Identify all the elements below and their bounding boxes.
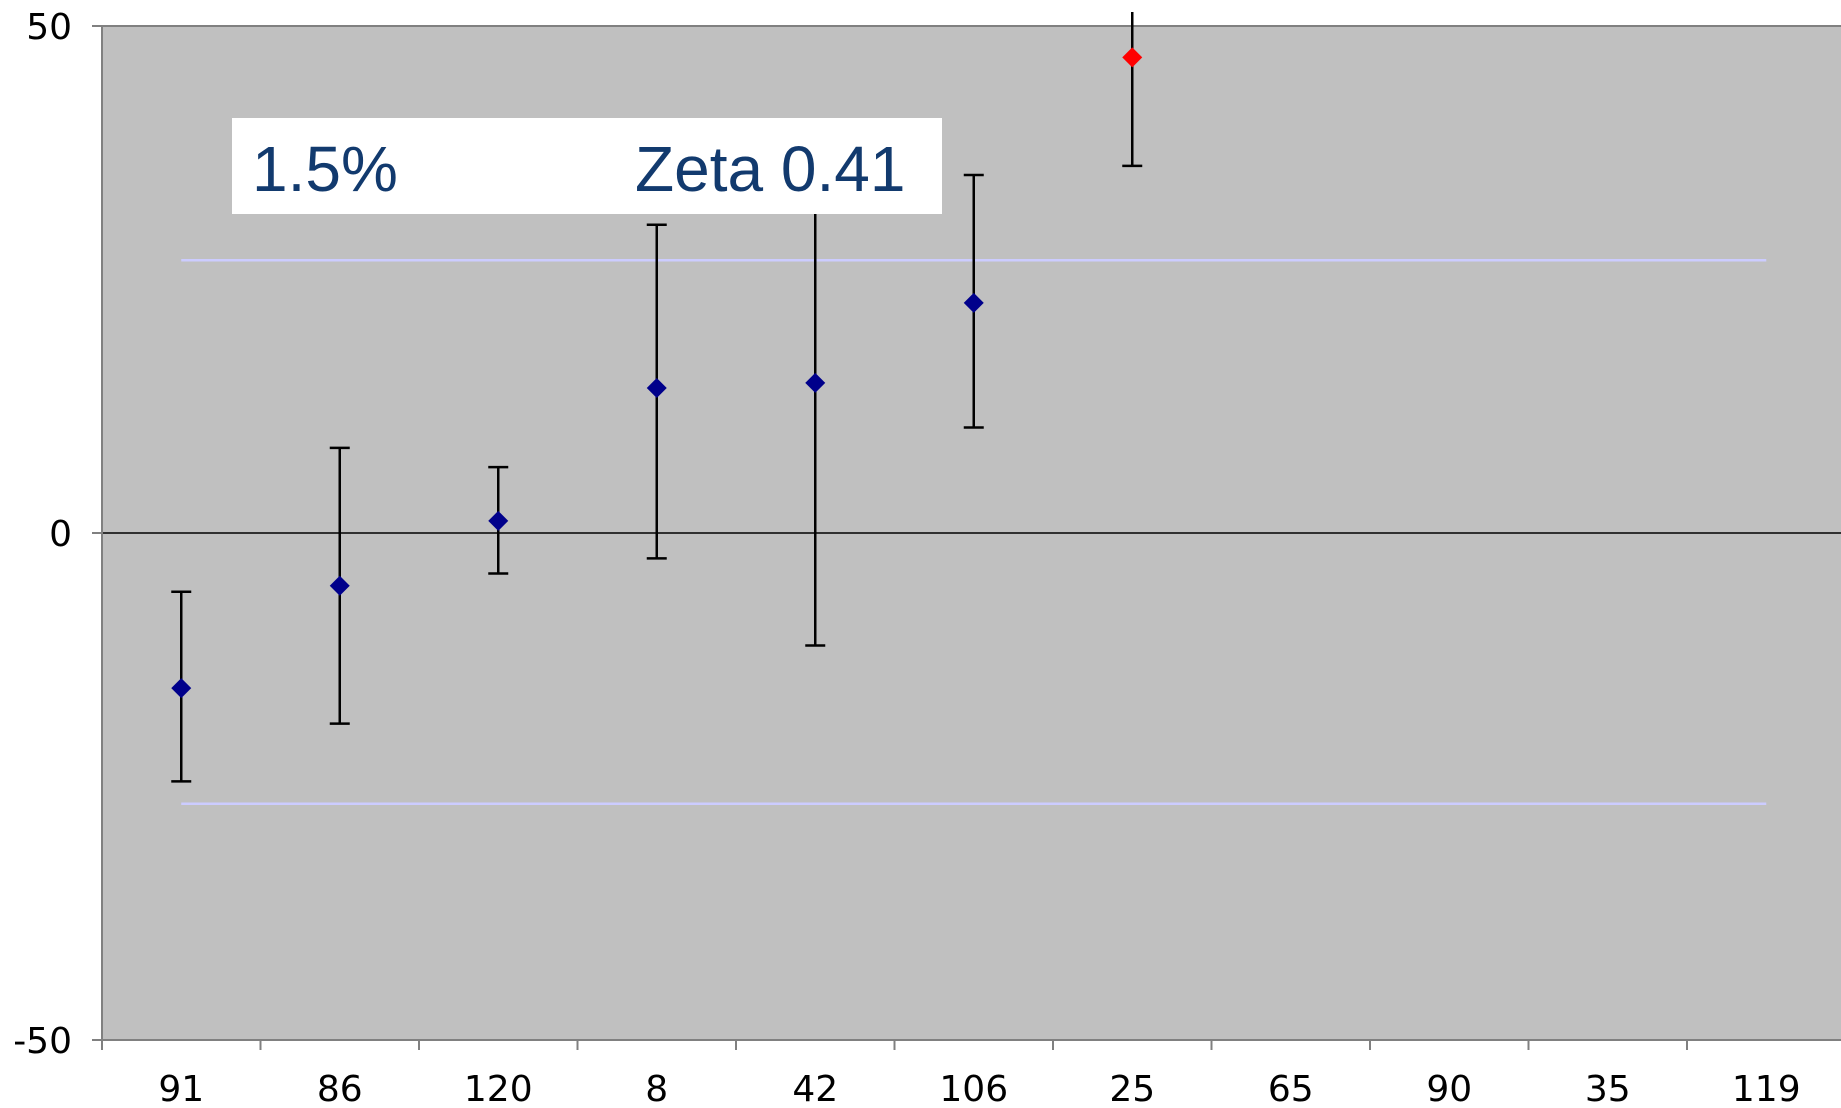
x-tick-label: 90 — [1426, 1069, 1472, 1108]
x-tick-label: 106 — [939, 1069, 1008, 1108]
x-axis-ticks: 91 86 120 8 42 106 25 65 90 35 119 — [101, 1040, 1801, 1108]
annotation-right-text: Zeta 0.41 — [635, 133, 905, 205]
x-tick-label: 120 — [464, 1069, 533, 1108]
y-axis-ticks: -50 0 50 — [13, 7, 102, 1062]
annotation-box: 1.5% Zeta 0.41 — [232, 118, 942, 214]
annotation-left-text: 1.5% — [252, 133, 398, 205]
data-point-91 — [171, 678, 192, 699]
data-point-8 — [646, 377, 667, 398]
data-point-25 — [1122, 47, 1143, 68]
data-points — [171, 47, 1143, 699]
x-tick-label: 35 — [1585, 1069, 1631, 1108]
data-point-106 — [963, 292, 984, 313]
annotation-background — [232, 118, 942, 214]
y-tick-label: -50 — [13, 1021, 72, 1062]
y-tick-label: 0 — [49, 514, 72, 555]
x-tick-label: 86 — [317, 1069, 363, 1108]
y-tick-label: 50 — [26, 7, 72, 48]
data-point-120 — [488, 510, 509, 531]
x-tick-label: 91 — [158, 1069, 204, 1108]
x-tick-label: 119 — [1732, 1069, 1801, 1108]
x-tick-label: 42 — [792, 1069, 838, 1108]
data-point-86 — [329, 575, 350, 596]
x-tick-label: 25 — [1109, 1069, 1155, 1108]
x-tick-label: 8 — [645, 1069, 668, 1108]
x-tick-label: 65 — [1268, 1069, 1314, 1108]
data-point-42 — [805, 372, 826, 393]
